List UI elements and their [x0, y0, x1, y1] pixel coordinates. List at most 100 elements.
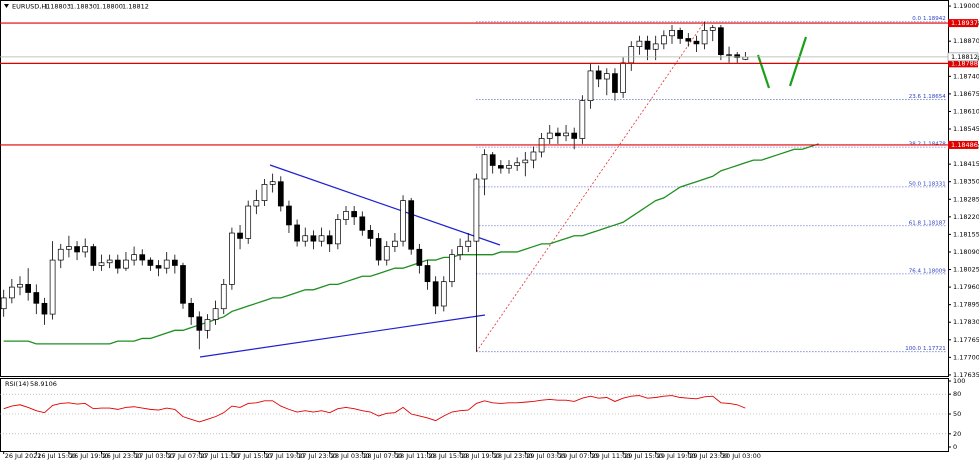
fib-ratio: 61.8 [909, 220, 922, 226]
candle-body [41, 302, 48, 315]
symbol: EURUSD,H1 [12, 3, 50, 11]
y-tick-label: 1.17635 [953, 371, 979, 379]
candle-body [277, 181, 284, 207]
x-tick-label: 28 Jul 23:00 [494, 452, 533, 460]
fib-ratio: 50.0 [909, 181, 922, 187]
candle-body [286, 205, 292, 226]
candle-body [155, 265, 162, 269]
candle-body [9, 286, 15, 299]
candle-body [481, 154, 488, 180]
arrow-up-stroke [788, 36, 808, 87]
x-tick-label: 27 Jul 15:00 [233, 452, 272, 460]
candle-body [449, 254, 455, 283]
candle-body [693, 40, 700, 45]
candle-body [335, 219, 341, 245]
x-tick-label: 27 Jul 11:00 [200, 452, 239, 460]
candle-body [212, 308, 219, 320]
fib-price: 1.18942 [923, 16, 946, 22]
candle-body [196, 316, 203, 331]
candle-body [734, 54, 741, 58]
candle-body [522, 159, 529, 164]
triangle-upper [269, 164, 501, 246]
y-tick-label: 1.18545 [953, 125, 979, 133]
ohlc-high: 1.18830 [70, 3, 97, 11]
candle-body [253, 200, 260, 207]
candle-body [123, 259, 129, 269]
x-tick-label: 28 Jul 07:00 [363, 452, 402, 460]
candle-body [351, 211, 357, 218]
candle-body [294, 224, 300, 242]
candle-body [660, 35, 667, 45]
fib-price: 1.18187 [923, 220, 946, 226]
x-tick-label: 26 Jul 15:00 [37, 452, 76, 460]
ohlc-open: 1.18803 [44, 3, 71, 11]
candle-body [359, 216, 366, 231]
candle-body [587, 70, 594, 101]
rsi-title: RSI(14) [5, 380, 29, 388]
candle-body [0, 297, 7, 310]
ohlc-low: 1.18800 [96, 3, 123, 11]
candle-body [465, 240, 472, 247]
x-tick-label: 28 Jul 11:00 [396, 452, 435, 460]
fib-price: 1.18009 [923, 268, 946, 274]
rsi-tick-label: 0 [953, 443, 957, 451]
candle-body [620, 62, 626, 93]
x-tick-label: 29 Jul 23:00 [689, 452, 728, 460]
candle-body [440, 281, 447, 307]
candle-body [612, 73, 618, 93]
candle-body [726, 54, 732, 56]
candle-body [318, 235, 325, 242]
y-tick-label: 1.17960 [953, 283, 979, 291]
y-tick-label: 1.18155 [953, 230, 979, 238]
y-tick-label: 1.17830 [953, 318, 979, 326]
candle-body [172, 259, 178, 266]
candle-body [49, 259, 56, 315]
candle-body [644, 40, 651, 50]
level-label: 1.18486 [951, 141, 978, 149]
candle-body [237, 232, 243, 239]
fib-ratio: 0.0 [912, 16, 921, 22]
candle-body [595, 70, 602, 80]
candle-body [498, 165, 504, 169]
candle-body [563, 132, 569, 137]
y-tick-label: 1.18740 [953, 72, 979, 80]
candle-body [180, 265, 186, 304]
candle-body [25, 284, 31, 293]
x-tick-label: 29 Jul 11:00 [592, 452, 631, 460]
y-tick-label: 1.18675 [953, 90, 979, 98]
candle-body [220, 284, 227, 310]
candle-body [131, 254, 137, 261]
candle-body [546, 132, 553, 139]
candle-body [114, 259, 121, 269]
x-tick-label: 27 Jul 23:00 [298, 452, 337, 460]
x-tick-label: 29 Jul 15:00 [624, 452, 663, 460]
candle-body [424, 265, 431, 283]
candle-body [677, 30, 684, 39]
y-tick-label: 1.18870 [953, 37, 979, 45]
x-tick-label: 26 Jul 19:00 [70, 452, 109, 460]
rsi-tick-label: 50 [953, 410, 961, 418]
y-tick-label: 1.17895 [953, 301, 979, 309]
rsi-panel [0, 378, 949, 452]
candle-body [669, 30, 675, 37]
candle-body [163, 259, 170, 269]
fib-ratio: 23.6 [909, 94, 922, 100]
candle-body [375, 238, 382, 261]
candle-body [204, 319, 211, 331]
candle-body [432, 281, 439, 307]
fib-trendline [476, 21, 705, 352]
candle-body [367, 229, 374, 239]
x-tick-label: 27 Jul 07:00 [168, 452, 207, 460]
candle-body [74, 246, 80, 253]
fib-ratio: 76.4 [909, 268, 922, 274]
x-tick-label: 26 Jul 2021 [5, 452, 42, 460]
candle-body [269, 181, 276, 185]
fib-price: 1.18331 [923, 181, 946, 187]
candle-body [261, 184, 268, 201]
candle-body [392, 240, 398, 247]
y-tick-label: 1.17700 [953, 353, 979, 361]
level-label: 1.18937 [951, 19, 978, 27]
arrow-down-stroke [756, 54, 771, 89]
candle-body [555, 132, 561, 137]
